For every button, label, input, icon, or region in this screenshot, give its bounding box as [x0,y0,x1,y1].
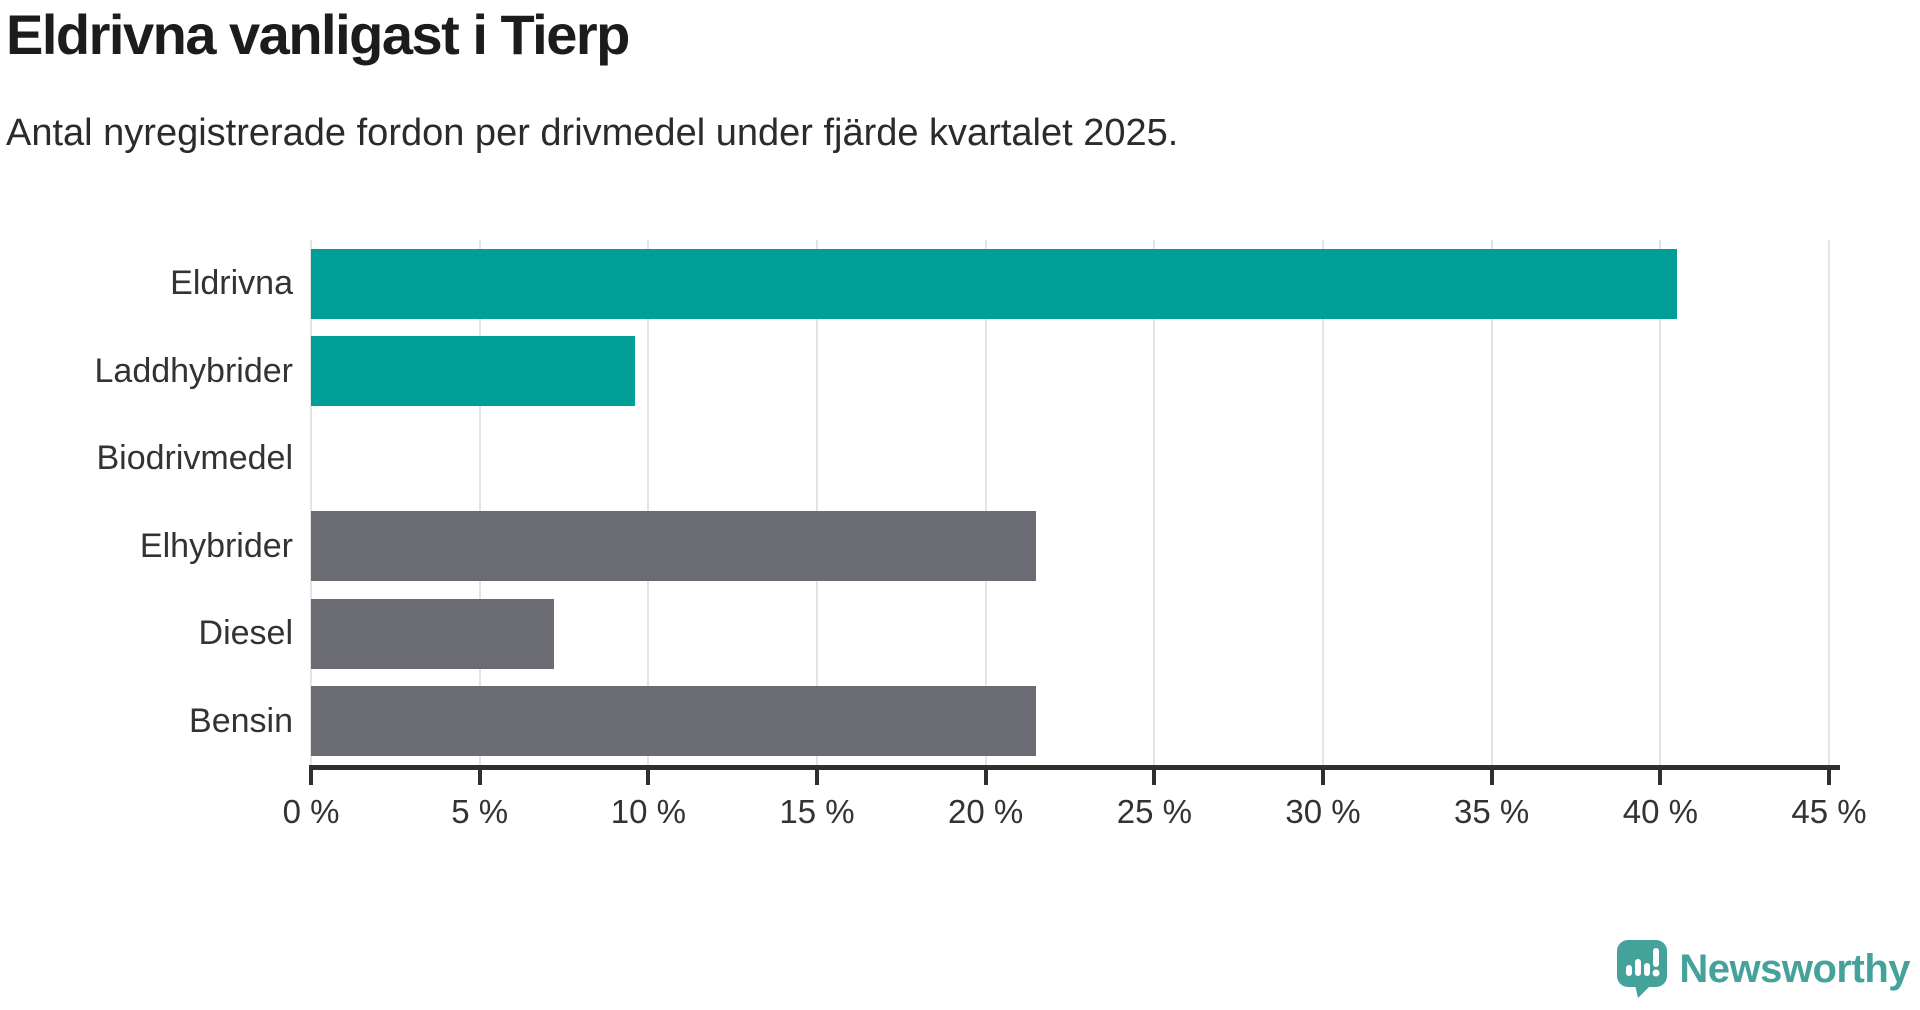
bar-eldrivna [311,248,1678,319]
category-label: Eldrivna [170,264,293,303]
axis-tick [815,765,819,785]
axis-tick [1489,765,1494,785]
category-label: Diesel [198,614,293,653]
x-axis-line [309,765,1840,770]
bar-laddhybrider [311,336,635,407]
gridline [1828,240,1830,765]
axis-tick-label: 10 % [610,793,686,830]
chart-subtitle: Antal nyregistrerade fordon per drivmede… [6,112,1179,154]
chart-title: Eldrivna vanligast i Tierp [6,3,630,66]
gridline [310,240,312,765]
newsworthy-logo: Newsworthy [1617,940,1910,998]
gridline [478,240,481,765]
gridline [1322,240,1324,765]
category-label: Elhybrider [139,526,293,565]
category-label: Bensin [189,701,293,740]
bar-diesel [311,598,554,669]
axis-tick-label: 40 % [1622,793,1698,830]
axis-tick [646,765,651,785]
category-label: Biodrivmedel [96,439,293,478]
axis-tick [1658,765,1663,785]
axis-tick [1152,765,1157,785]
gridline [1659,240,1662,765]
axis-tick-label: 25 % [1116,793,1192,830]
gridline [1153,240,1156,765]
axis-tick-label: 5 % [451,793,509,830]
axis-tick-label: 30 % [1285,793,1361,830]
newsworthy-logo-text: Newsworthy [1679,946,1910,991]
axis-tick-label: 20 % [948,793,1024,830]
axis-tick [1827,765,1831,785]
gridline [647,240,650,765]
axis-tick-label: 15 % [779,793,855,830]
axis-tick [477,765,482,785]
axis-tick [1321,765,1325,785]
gridline [1490,240,1493,765]
gridline [816,240,818,765]
axis-tick [983,765,988,785]
newsworthy-logo-icon [1617,940,1668,998]
bar-bensin [311,686,1037,757]
category-label: Laddhybrider [94,351,293,390]
axis-tick-label: 35 % [1454,793,1530,830]
axis-tick-label: 45 % [1791,793,1867,830]
axis-tick-label: 0 % [282,793,340,830]
axis-tick [309,765,313,785]
bar-elhybrider [311,511,1037,582]
gridline [984,240,987,765]
